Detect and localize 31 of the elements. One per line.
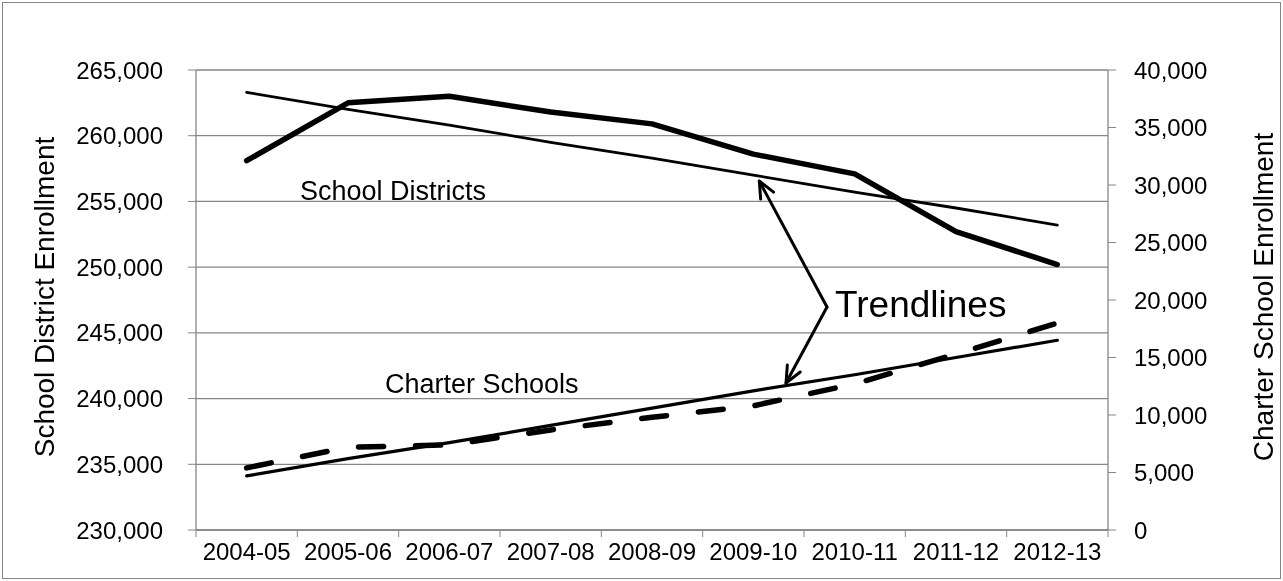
y2-tick-label: 40,000 (1134, 56, 1208, 84)
y2-tick-label: 20,000 (1134, 286, 1208, 314)
x-tick-label: 2011-12 (912, 538, 1000, 565)
y-axis-title: School District Enrollment (28, 136, 60, 458)
series-label: Charter Schools (385, 369, 579, 399)
y2-tick-label: 35,000 (1134, 114, 1208, 142)
y-tick-label: 240,000 (76, 385, 163, 413)
x-tick-label: 2006-07 (405, 538, 494, 565)
x-tick-label: 2009-10 (709, 538, 798, 565)
x-tick-label: 2004-05 (202, 538, 291, 565)
y-tick-label: 235,000 (76, 450, 163, 478)
y2-tick-label: 15,000 (1134, 344, 1208, 372)
x-tick-label: 2010-11 (811, 538, 898, 565)
y2-axis-title: Charter School Enrollment (1247, 132, 1279, 462)
x-tick-label: 2012-13 (1013, 538, 1102, 565)
y-tick-label: 255,000 (76, 187, 163, 215)
y2-tick-label: 0 (1134, 516, 1148, 544)
y-tick-label: 245,000 (76, 319, 163, 347)
y2-tick-label: 5,000 (1134, 459, 1195, 487)
x-tick-label: 2007-08 (506, 538, 595, 565)
x-tick-label: 2005-06 (303, 538, 393, 565)
y2-tick-label: 25,000 (1134, 229, 1208, 257)
series-label: School Districts (300, 176, 487, 206)
y-tick-label: 265,000 (76, 56, 163, 84)
x-tick-label: 2008-09 (607, 538, 697, 565)
annotation: Trendlines (835, 284, 1007, 325)
y-tick-label: 230,000 (76, 516, 163, 544)
y-tick-label: 250,000 (76, 253, 163, 281)
y-tick-label: 260,000 (76, 122, 163, 150)
y2-tick-label: 30,000 (1134, 171, 1208, 199)
y2-tick-label: 10,000 (1134, 401, 1208, 429)
